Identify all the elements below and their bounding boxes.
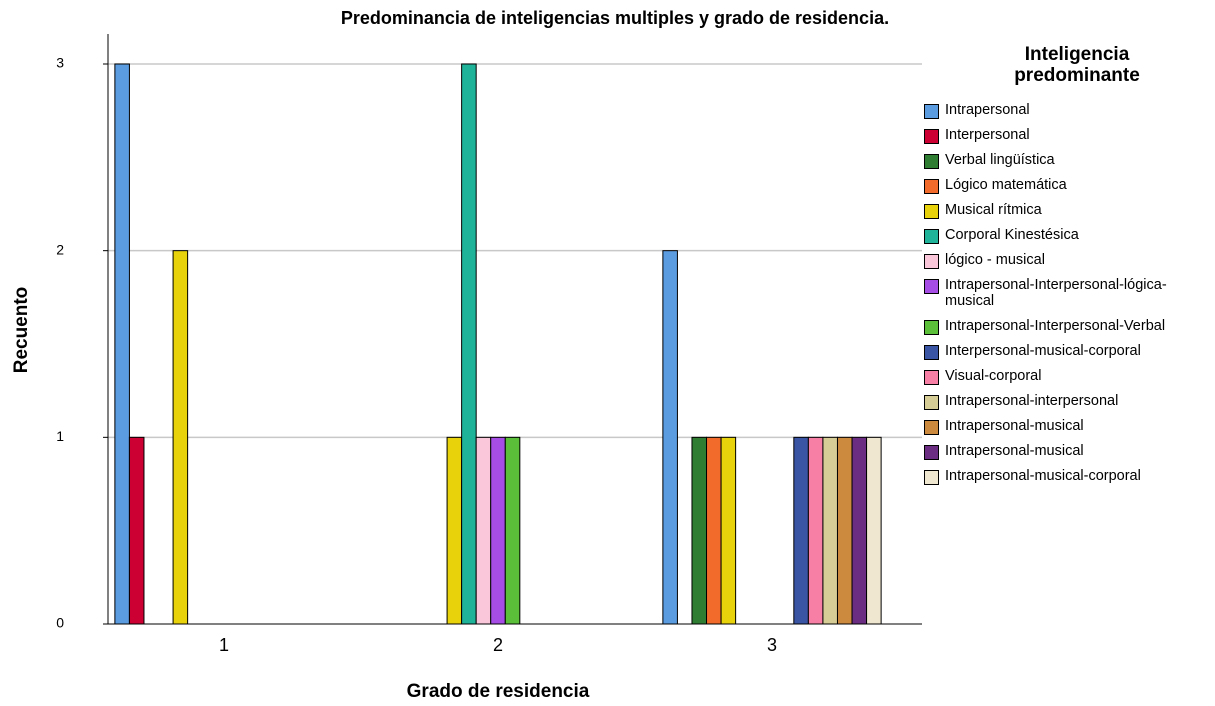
legend-entry: Intrapersonal-Interpersonal-Verbal [922,316,1212,341]
legend-entry: Intrapersonal-musical-corporal [922,466,1212,491]
legend-swatch [924,229,939,244]
bar [128,436,145,625]
legend-label: Intrapersonal-Interpersonal-Verbal [945,318,1166,334]
bar [822,436,838,625]
legend-title: Inteligencia predominante [1014,44,1140,86]
legend: Inteligencia predominante Intrapersonal I… [922,44,1212,491]
bar [475,436,492,625]
legend-label: Intrapersonal-musical [945,418,1084,434]
legend-entry: Visual-corporal [922,366,1212,391]
legend-entry: Interpersonal-musical-corporal [922,341,1212,366]
bar [793,436,809,625]
legend-label: Corporal Kinestésica [945,227,1079,243]
legend-entry: lógico - musical [922,250,1212,275]
bar [490,436,506,625]
legend-swatch [924,104,939,119]
legend-swatch [924,129,939,144]
legend-swatch [924,179,939,194]
legend-entry: Intrapersonal-musical [922,416,1212,441]
legend-entry: Interpersonal [922,125,1212,150]
legend-swatch [924,370,939,385]
legend-entry: Intrapersonal [922,100,1212,125]
y-tick-label: 1 [56,428,64,444]
legend-label: Intrapersonal-musical-corporal [945,468,1141,484]
legend-label: Musical rítmica [945,202,1042,218]
legend-entry: Verbal lingüística [922,150,1212,175]
y-tick-label: 3 [56,55,64,71]
bar [172,250,189,625]
legend-entry: Lógico matemática [922,175,1212,200]
legend-swatch [924,445,939,460]
x-tick-label: 1 [219,635,229,655]
legend-swatch [924,254,939,269]
legend-label: lógico - musical [945,252,1045,268]
y-tick-label: 0 [56,615,64,631]
legend-label: Intrapersonal [945,102,1030,118]
bar [706,436,722,625]
legend-label: Intrapersonal-Interpersonal-lógica-music… [945,277,1167,309]
legend-swatch [924,279,939,294]
bar [446,436,463,625]
legend-label: Lógico matemática [945,177,1067,193]
bar [114,63,130,625]
legend-entry: Intrapersonal-interpersonal [922,391,1212,416]
legend-entry: Intrapersonal-musical [922,441,1212,466]
legend-swatch [924,320,939,335]
legend-entry: Musical rítmica [922,200,1212,225]
legend-swatch [924,204,939,219]
bar [662,250,678,625]
legend-entry: Intrapersonal-Interpersonal-lógica-music… [922,275,1212,316]
legend-swatch [924,395,939,410]
x-tick-label: 3 [767,635,777,655]
y-axis-title: Recuento [11,287,32,374]
x-axis-title: Grado de residencia [407,681,590,702]
bar [851,436,868,625]
bar [836,436,853,625]
legend-swatch [924,154,939,169]
legend-label: Verbal lingüística [945,152,1055,168]
legend-swatch [924,470,939,485]
legend-swatch [924,345,939,360]
legend-title-box: Inteligencia predominante [932,44,1215,86]
legend-label: Interpersonal [945,127,1030,143]
bar [866,436,882,625]
legend-label: Interpersonal-musical-corporal [945,343,1141,359]
bar [461,63,477,625]
x-tick-label: 2 [493,635,503,655]
legend-swatch [924,420,939,435]
legend-label: Intrapersonal-musical [945,443,1084,459]
chart-title: Predominancia de inteligencias multiples… [341,8,889,28]
legend-label: Intrapersonal-interpersonal [945,393,1119,409]
legend-entry: Corporal Kinestésica [922,225,1212,250]
bar [807,436,824,625]
legend-items: Intrapersonal Interpersonal Verbal lingüís… [922,100,1212,491]
y-tick-label: 2 [56,241,64,257]
bar [504,436,521,625]
legend-label: Visual-corporal [945,368,1042,384]
bar [720,436,737,625]
bar [691,436,708,625]
